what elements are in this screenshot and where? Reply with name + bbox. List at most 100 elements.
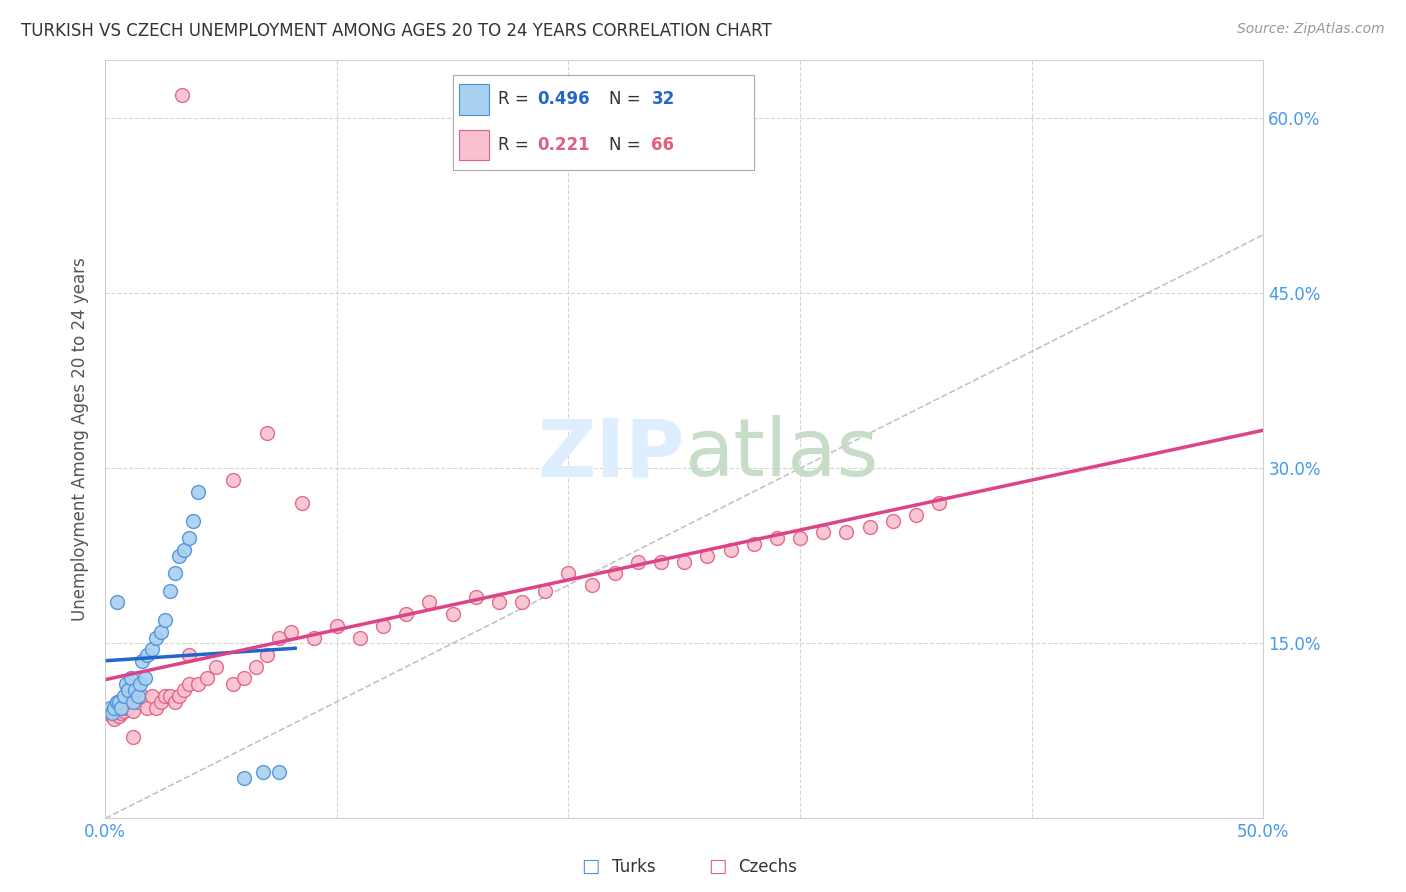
Point [110, 706, 132, 721]
Point [173, 543, 195, 558]
Point [149, 624, 172, 639]
Point [326, 619, 349, 633]
Point [858, 519, 880, 533]
Point [122, 695, 145, 709]
Point [349, 631, 371, 645]
Point [173, 683, 195, 698]
Point [169, 549, 191, 563]
Point [177, 648, 200, 662]
Point [510, 595, 533, 609]
Point [127, 695, 149, 709]
Point [418, 595, 440, 609]
Point [187, 484, 209, 499]
Point [291, 496, 314, 510]
Point [267, 764, 290, 779]
Point [252, 764, 274, 779]
Point [145, 631, 167, 645]
Point [302, 631, 325, 645]
Point [122, 704, 145, 718]
Point [103, 700, 125, 714]
Point [127, 689, 149, 703]
Point [149, 695, 172, 709]
Point [256, 426, 278, 441]
Point [124, 683, 146, 698]
Point [813, 525, 835, 540]
Point [673, 555, 696, 569]
Point [155, 689, 177, 703]
Point [112, 689, 135, 703]
Point [163, 566, 186, 581]
Point [101, 706, 124, 721]
Point [835, 525, 858, 540]
Point [603, 566, 626, 581]
Point [122, 730, 145, 744]
Point [105, 595, 128, 609]
Point [181, 514, 204, 528]
Text: □: □ [581, 857, 600, 876]
Point [105, 704, 128, 718]
Point [720, 543, 742, 558]
Point [233, 671, 256, 685]
Point [117, 683, 139, 698]
Point [557, 566, 579, 581]
Point [221, 473, 243, 487]
Point [159, 689, 181, 703]
Point [650, 555, 672, 569]
Point [131, 654, 153, 668]
Point [187, 677, 209, 691]
Point [129, 677, 152, 691]
Point [882, 514, 904, 528]
Point [627, 555, 650, 569]
Point [373, 619, 395, 633]
Point [155, 613, 177, 627]
Text: Turks: Turks [612, 858, 655, 876]
Text: Source: ZipAtlas.com: Source: ZipAtlas.com [1237, 22, 1385, 37]
Point [108, 695, 131, 709]
Point [110, 700, 132, 714]
Point [135, 648, 157, 662]
Point [256, 648, 278, 662]
Point [928, 496, 950, 510]
Point [115, 677, 138, 691]
Text: TURKISH VS CZECH UNEMPLOYMENT AMONG AGES 20 TO 24 YEARS CORRELATION CHART: TURKISH VS CZECH UNEMPLOYMENT AMONG AGES… [21, 22, 772, 40]
Point [115, 700, 138, 714]
Point [103, 712, 125, 726]
Text: □: □ [707, 857, 727, 876]
Point [904, 508, 927, 522]
Point [267, 631, 290, 645]
Point [112, 704, 135, 718]
Point [131, 689, 153, 703]
Point [766, 531, 789, 545]
Point [205, 659, 228, 673]
Point [395, 607, 418, 622]
Point [696, 549, 718, 563]
Point [441, 607, 464, 622]
Point [169, 689, 191, 703]
Point [141, 689, 163, 703]
Point [177, 677, 200, 691]
Point [134, 671, 156, 685]
Point [742, 537, 765, 551]
Point [101, 708, 124, 723]
Text: atlas: atlas [685, 415, 879, 493]
Point [141, 642, 163, 657]
Point [117, 700, 139, 714]
Point [159, 583, 181, 598]
Point [170, 87, 193, 102]
Point [98, 706, 121, 721]
Point [245, 659, 267, 673]
Point [195, 671, 218, 685]
Point [163, 695, 186, 709]
Point [280, 624, 302, 639]
Point [221, 677, 243, 691]
Point [789, 531, 811, 545]
Point [581, 578, 603, 592]
Text: Czechs: Czechs [738, 858, 797, 876]
Point [108, 708, 131, 723]
Point [464, 590, 486, 604]
Point [98, 700, 121, 714]
Point [120, 671, 142, 685]
Point [488, 595, 510, 609]
Point [534, 583, 557, 598]
Y-axis label: Unemployment Among Ages 20 to 24 years: Unemployment Among Ages 20 to 24 years [72, 257, 89, 621]
